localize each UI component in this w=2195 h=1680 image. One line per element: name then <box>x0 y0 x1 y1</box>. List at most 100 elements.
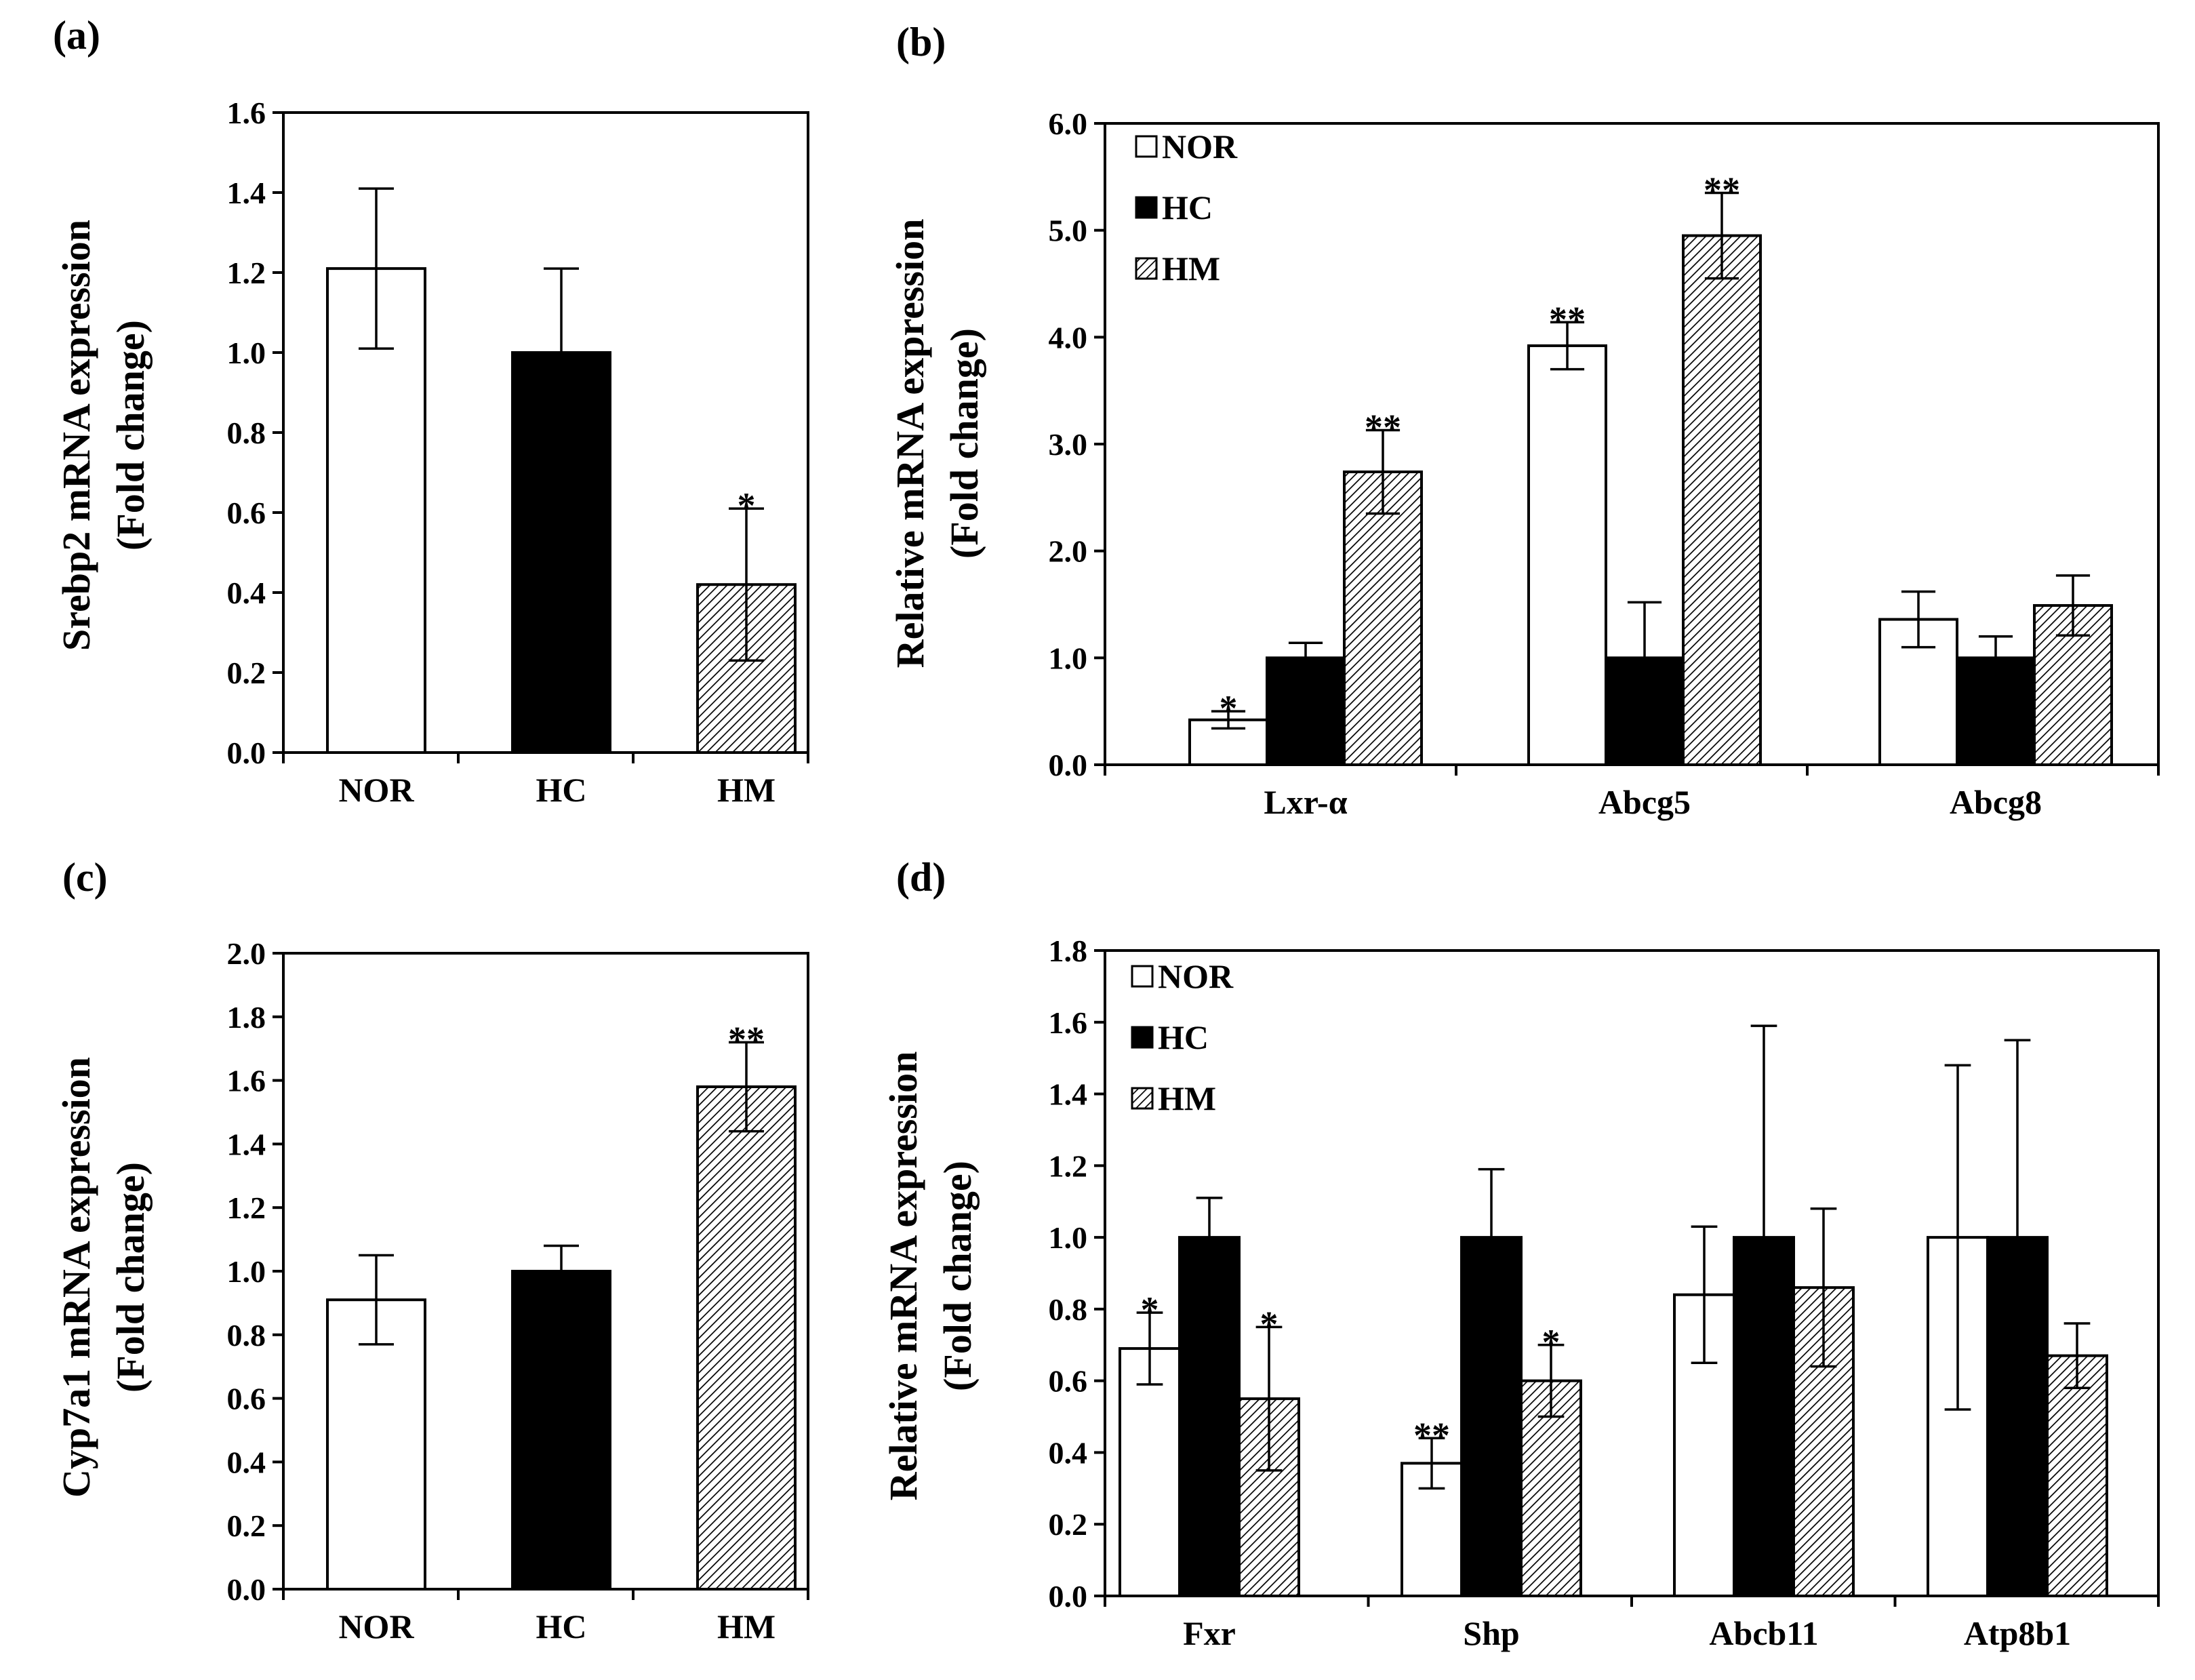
panel-c-ytick-label-10: 2.0 <box>227 936 266 971</box>
panel-d-significance-hm-1: * <box>1542 1322 1560 1363</box>
panel-d-legend-swatch-hm <box>1131 1087 1154 1110</box>
panel-d-ytick-label-3: 0.6 <box>1049 1364 1088 1399</box>
panel-d: (d) Relative mRNA expression (Fold chang… <box>881 855 2160 1652</box>
panel-c-ytick-label-4: 0.8 <box>227 1318 266 1353</box>
panel-b-ylabel-line2: (Fold change) <box>942 328 986 559</box>
panel-d-significance-hm-0: * <box>1260 1304 1278 1344</box>
panel-b-category-label-0: Lxr-α <box>1264 783 1347 821</box>
panel-c-ylabel-line1: Cyp7a1 mRNA expression <box>54 1057 98 1498</box>
panel-c-bar-cyp7a1-0 <box>326 1298 426 1591</box>
panel-c-ylabel-line2: (Fold change) <box>108 1162 153 1393</box>
panel-b-significance-hm-1: ** <box>1704 169 1740 210</box>
panel-d-ylabel-line2: (Fold change) <box>935 1161 980 1391</box>
panel-d-category-label-2: Abcb11 <box>1709 1614 1818 1652</box>
panel-c-plot: ** 0.0 0.2 0.4 0.6 0.8 1.0 1.2 1.4 1.6 1.8 2.0 NOR HC… <box>227 936 809 1645</box>
panel-d-ytick-label-8: 1.6 <box>1049 1005 1088 1040</box>
panel-a: (a) Srebp2 mRNA expression (Fold change)… <box>53 13 809 809</box>
panel-d-category-label-1: Shp <box>1463 1614 1519 1652</box>
panel-b-bar-hm-0 <box>1343 470 1423 766</box>
panel-c-ytick-label-3: 0.6 <box>227 1382 266 1416</box>
panel-d-ytick-label-6: 1.2 <box>1049 1148 1088 1183</box>
panel-a-ytick-label-5: 1.0 <box>227 336 266 370</box>
panel-c-ytick-label-2: 0.4 <box>227 1445 266 1479</box>
panel-c: (c) Cyp7a1 mRNA expression (Fold change)… <box>54 855 809 1645</box>
panel-a-plot: * 0.0 0.2 0.4 0.6 0.8 1.0 1.2 1.4 1.6 NOR HC HM <box>227 96 809 809</box>
panel-b-ytick-label-4: 4.0 <box>1049 320 1088 355</box>
panel-d-legend-swatch-nor <box>1131 965 1154 988</box>
panel-a-ytick-label-4: 0.8 <box>227 416 266 450</box>
panel-c-label: (c) <box>62 855 108 900</box>
panel-b-ytick-label-3: 3.0 <box>1049 427 1088 462</box>
panel-b-ytick-label-0: 0.0 <box>1049 748 1088 782</box>
panel-d-bar-nor-0 <box>1119 1347 1181 1597</box>
panel-c-ytick-label-1: 0.2 <box>227 1508 266 1543</box>
panel-a-label: (a) <box>53 13 100 58</box>
panel-c-category-label-2: HM <box>717 1607 776 1645</box>
panel-c-ytick-label-9: 1.8 <box>227 1000 266 1035</box>
panel-b-legend-label-hm: HM <box>1162 249 1220 287</box>
panel-d-significance-nor-1: ** <box>1413 1415 1450 1456</box>
panel-b-legend-label-hc: HC <box>1162 188 1213 226</box>
panel-a-ytick-label-1: 0.2 <box>227 656 266 690</box>
panel-a-category-label-0: NOR <box>338 771 414 809</box>
panel-a-ylabel-line1: Srebp2 mRNA expression <box>54 220 98 651</box>
panel-d-label: (d) <box>896 855 946 900</box>
panel-b-ylabel-line1: Relative mRNA expression <box>888 219 932 668</box>
panel-b-category-label-2: Abcg8 <box>1950 783 2042 821</box>
panel-b: (b) Relative mRNA expression (Fold chang… <box>888 20 2160 821</box>
panel-a-category-label-2: HM <box>717 771 776 809</box>
panel-b-significance-nor-0: * <box>1220 688 1238 729</box>
panel-b-legend-swatch-hm <box>1135 257 1158 280</box>
panel-c-category-label-1: HC <box>536 1607 587 1645</box>
panel-b-legend-label-nor: NOR <box>1162 127 1238 165</box>
panel-b-legend-swatch-nor <box>1135 135 1158 158</box>
panel-d-legend-label-hc: HC <box>1158 1018 1209 1056</box>
panel-c-ytick-label-6: 1.2 <box>227 1191 266 1225</box>
panel-d-ytick-label-7: 1.4 <box>1049 1077 1088 1112</box>
panel-d-legend-label-hm: HM <box>1158 1079 1216 1117</box>
panel-b-bar-hm-1 <box>1682 234 1762 766</box>
panel-a-ytick-label-8: 1.6 <box>227 96 266 130</box>
panel-d-legend-label-nor: NOR <box>1158 957 1234 995</box>
panel-a-significance-srebp2-2: * <box>738 485 756 526</box>
panel-d-ytick-label-5: 1.0 <box>1049 1220 1088 1255</box>
panel-c-ytick-label-5: 1.0 <box>227 1254 266 1289</box>
panel-b-ytick-label-6: 6.0 <box>1049 106 1088 141</box>
panel-b-ytick-label-5: 5.0 <box>1049 214 1088 248</box>
panel-b-ytick-label-2: 2.0 <box>1049 534 1088 569</box>
panel-c-ytick-label-0: 0.0 <box>227 1572 266 1607</box>
panel-d-ytick-label-4: 0.8 <box>1049 1292 1088 1327</box>
panel-c-bar-cyp7a1-2 <box>696 1085 797 1591</box>
panel-c-ytick-label-7: 1.4 <box>227 1127 266 1161</box>
panel-d-ylabel-line1: Relative mRNA expression <box>881 1052 925 1501</box>
panel-a-ytick-label-7: 1.4 <box>227 176 266 210</box>
panel-a-ytick-label-3: 0.6 <box>227 496 266 530</box>
panel-b-bar-nor-1 <box>1527 344 1607 766</box>
panel-d-ytick-label-2: 0.4 <box>1049 1435 1088 1470</box>
panel-b-category-label-1: Abcg5 <box>1598 783 1691 821</box>
panel-d-bar-hc-0 <box>1178 1236 1241 1597</box>
panel-b-legend-swatch-hc <box>1135 196 1158 219</box>
panel-a-ylabel-line2: (Fold change) <box>108 320 153 551</box>
panel-d-category-label-3: Atp8b1 <box>1964 1614 2071 1652</box>
panel-d-ytick-label-1: 0.2 <box>1049 1507 1088 1542</box>
panel-d-legend-swatch-hc <box>1131 1026 1154 1049</box>
panel-d-significance-nor-0: * <box>1141 1289 1159 1330</box>
panel-d-ytick-label-0: 0.0 <box>1049 1579 1088 1614</box>
panel-b-ytick-label-1: 1.0 <box>1049 641 1088 675</box>
panel-d-bar-hm-3 <box>2046 1354 2108 1597</box>
panel-c-category-label-0: NOR <box>338 1607 414 1645</box>
panel-c-bar-cyp7a1-1 <box>511 1270 611 1591</box>
panel-d-category-label-0: Fxr <box>1183 1614 1236 1652</box>
panel-a-ytick-label-0: 0.0 <box>227 736 266 770</box>
panel-a-ytick-label-6: 1.2 <box>227 256 266 290</box>
panel-b-label: (b) <box>896 20 946 64</box>
panel-a-category-label-1: HC <box>536 771 587 809</box>
panel-a-ytick-label-2: 0.4 <box>227 576 266 610</box>
panel-b-significance-nor-1: ** <box>1549 299 1586 340</box>
panel-c-significance-cyp7a1-2: ** <box>728 1019 765 1060</box>
panel-d-ytick-label-9: 1.8 <box>1049 934 1088 968</box>
